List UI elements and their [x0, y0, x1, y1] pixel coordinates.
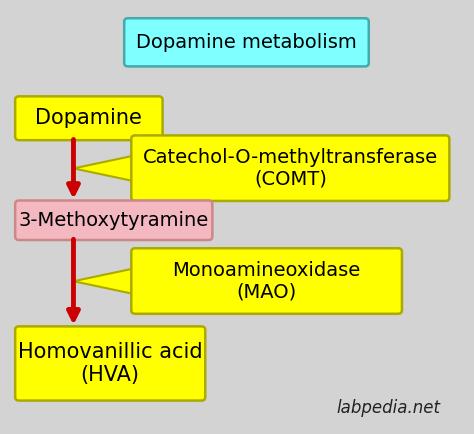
Text: Catechol-O-methyltransferase
(COMT): Catechol-O-methyltransferase (COMT): [143, 148, 438, 189]
FancyBboxPatch shape: [124, 18, 369, 66]
Polygon shape: [73, 155, 135, 181]
FancyBboxPatch shape: [15, 201, 212, 240]
Text: 3-Methoxytyramine: 3-Methoxytyramine: [18, 211, 209, 230]
Text: Monoamineoxidase
(MAO): Monoamineoxidase (MAO): [173, 260, 361, 302]
FancyBboxPatch shape: [131, 135, 449, 201]
FancyBboxPatch shape: [15, 326, 205, 401]
Text: Homovanillic acid
(HVA): Homovanillic acid (HVA): [18, 342, 202, 385]
Polygon shape: [73, 268, 135, 294]
FancyBboxPatch shape: [15, 96, 163, 140]
Text: labpedia.net: labpedia.net: [337, 399, 441, 417]
Text: Dopamine: Dopamine: [36, 108, 142, 128]
Text: Dopamine metabolism: Dopamine metabolism: [136, 33, 357, 52]
FancyBboxPatch shape: [131, 248, 402, 314]
